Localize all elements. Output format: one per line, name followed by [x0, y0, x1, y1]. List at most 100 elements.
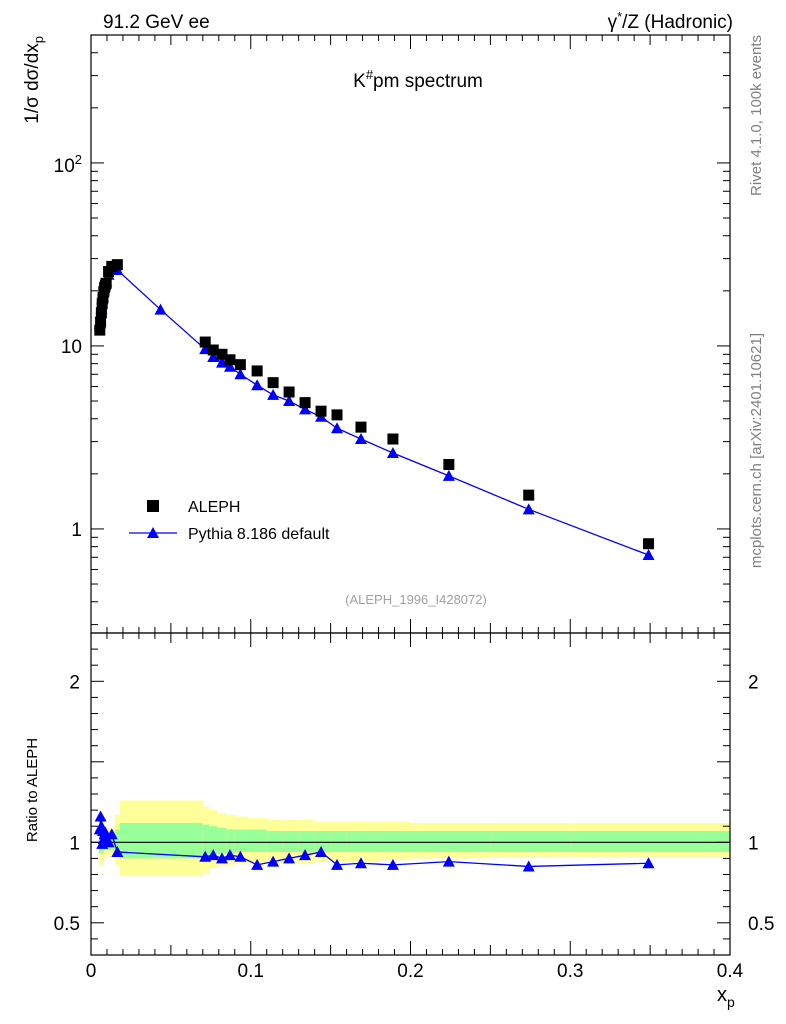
legend-aleph-marker: [147, 500, 159, 512]
ratio-data-point: [442, 855, 455, 867]
main-y-tick-label: 102: [54, 152, 82, 177]
aleph-data-point: [216, 348, 228, 360]
aleph-data-point: [106, 260, 118, 272]
ratio-data-point: [267, 855, 280, 867]
x-axis-label: xp: [717, 984, 735, 1010]
aleph-data-point: [234, 359, 246, 371]
aleph-data-point: [251, 365, 263, 377]
aleph-data-point: [267, 377, 279, 389]
ratio-data-point: [94, 810, 107, 822]
ratio-band-green: [314, 831, 331, 852]
x-tick-label: 0.4: [717, 961, 744, 982]
tick-labels: 1 10 102 0 0.1 0.2 0.3 0.4 0.5 0.5 1 1 2 2: [54, 152, 775, 982]
aleph-data-point: [523, 489, 535, 501]
main-y-tick-label: 10: [61, 337, 82, 358]
ratio-data-point: [299, 849, 312, 861]
ratio-band-green: [226, 829, 235, 854]
ratio-data-point: [102, 836, 115, 848]
aleph-data-point: [299, 397, 311, 409]
legend: ALEPH Pythia 8.186 default: [129, 499, 330, 543]
ratio-band-green: [378, 831, 411, 852]
ratio-band-green: [410, 831, 491, 852]
aleph-data-point: [224, 354, 236, 366]
header-energy-label: 91.2 GeV ee: [103, 12, 210, 33]
rivet-version-label: Rivet 4.1.0, 100k events: [748, 35, 765, 196]
main-y-tick-label: 1: [71, 520, 82, 541]
pythia-data-point: [354, 433, 367, 445]
series-markers: [93, 259, 655, 872]
aleph-data-point: [97, 292, 109, 304]
x-tick-label: 0.3: [557, 961, 583, 982]
ratio-uncertainty-bands: [98, 800, 730, 877]
ratio-data-point: [223, 849, 236, 861]
series-lines: [91, 269, 730, 868]
legend-pythia-label: Pythia 8.186 default: [188, 526, 330, 543]
aleph-data-point: [100, 277, 112, 289]
ratio-data-point: [234, 850, 247, 862]
mcplots-source-label: mcplots.cern.ch [arXiv:2401.10621]: [748, 333, 765, 568]
ratio-y-tick-label-left: 1: [69, 833, 80, 854]
ratio-data-point: [215, 852, 228, 864]
ratio-band-green: [209, 826, 218, 856]
pythia-data-point: [331, 422, 344, 434]
ratio-y-axis-label: Ratio to ALEPH: [24, 738, 41, 842]
ratio-y-tick-label-left: 0.5: [54, 914, 80, 935]
ratio-band-green: [114, 829, 120, 854]
pythia-data-point: [442, 469, 455, 481]
ratio-band-green: [247, 829, 267, 852]
ratio-data-point: [354, 857, 367, 869]
aleph-data-point: [95, 316, 107, 328]
aleph-data-point: [199, 336, 211, 348]
pythia-data-point: [234, 368, 247, 380]
aleph-data-point: [331, 409, 343, 421]
aleph-data-point: [207, 344, 219, 356]
ratio-y-tick-label-right: 2: [748, 672, 759, 693]
plot-title: K#pm spectrum: [353, 67, 483, 92]
x-tick-label: 0.2: [397, 961, 423, 982]
ratio-data-point: [522, 860, 535, 872]
pythia-data-point: [223, 360, 236, 372]
pythia-data-point: [207, 350, 220, 362]
pythia-data-point: [386, 446, 399, 458]
pythia-data-point: [642, 549, 655, 561]
ratio-band-green: [570, 831, 730, 852]
pythia-data-point: [522, 503, 535, 515]
ratio-plot-frame: [90, 632, 731, 956]
ratio-data-point: [386, 858, 399, 870]
aleph-data-point: [355, 421, 367, 433]
ratio-y-tick-label-right: 1: [748, 833, 759, 854]
main-plot-frame: [90, 34, 731, 634]
axis-ticks: [90, 34, 731, 955]
ratio-band-green: [266, 831, 283, 852]
pythia-data-point: [283, 395, 296, 407]
aleph-data-point: [96, 298, 108, 310]
analysis-id-label: (ALEPH_1996_I428072): [345, 592, 487, 607]
aleph-data-point: [643, 538, 655, 550]
ratio-data-point: [105, 828, 118, 840]
aleph-data-point: [443, 458, 455, 470]
x-tick-label: 0.1: [238, 961, 264, 982]
ratio-band-green: [298, 831, 315, 852]
ratio-band-green: [490, 831, 571, 852]
ratio-data-point: [283, 852, 296, 864]
ratio-band-green: [202, 824, 210, 857]
ratio-y-tick-label-right: 0.5: [748, 914, 774, 935]
aleph-data-point: [95, 307, 107, 319]
pythia-data-point: [251, 379, 264, 391]
ratio-band-green: [282, 831, 299, 852]
main-y-axis-label: 1/σ dσ/dxp: [22, 36, 46, 124]
ratio-data-point: [207, 849, 220, 861]
x-tick-label: 0: [86, 961, 97, 982]
ratio-band-green: [234, 829, 248, 852]
ratio-y-tick-label-left: 2: [69, 672, 80, 693]
ratio-data-point: [251, 858, 264, 870]
header-process-label: γ*/Z (Hadronic): [608, 9, 733, 33]
ratio-band-green: [330, 831, 347, 852]
aleph-data-point: [94, 324, 106, 336]
ratio-data-point: [331, 858, 344, 870]
aleph-data-point: [111, 259, 123, 271]
pythia-series-line: [99, 269, 649, 556]
aleph-data-point: [315, 405, 327, 417]
ratio-data-point: [315, 845, 328, 857]
